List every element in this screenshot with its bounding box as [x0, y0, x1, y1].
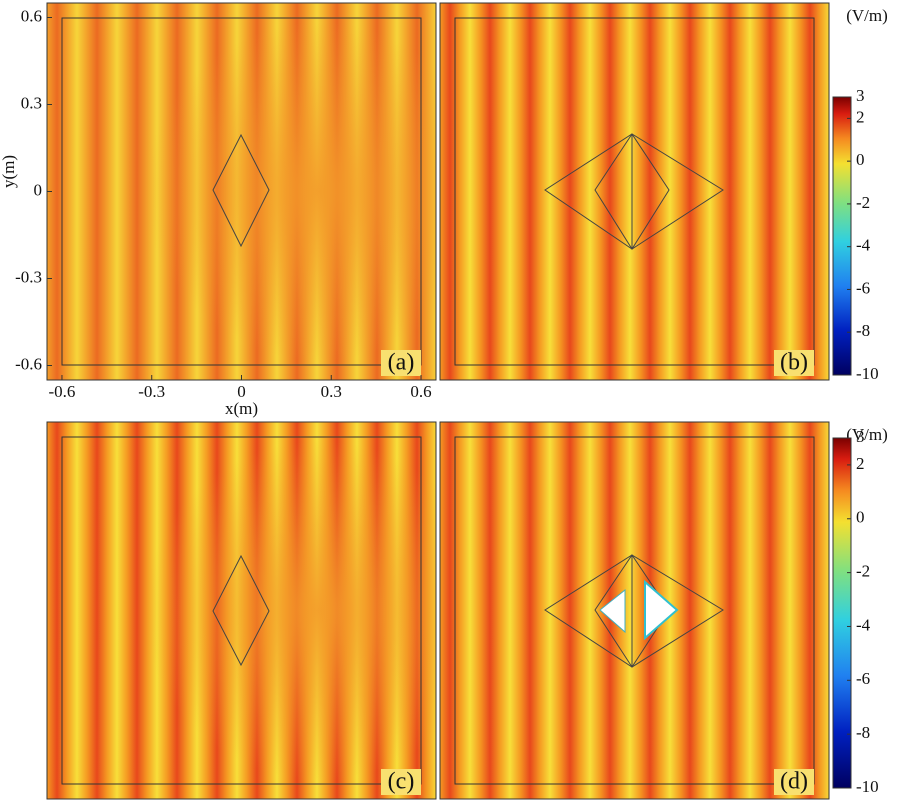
panel-label: (d) [780, 769, 808, 795]
colorbar-tick-label: -2 [856, 562, 870, 581]
panel-label: (a) [388, 350, 415, 376]
colorbar-title: (V/m) [846, 425, 888, 444]
colorbar-tick-label: -6 [856, 669, 870, 688]
x-tick-label: 0.3 [321, 382, 342, 401]
field-shadow [47, 422, 436, 799]
colorbar-tick-label: 2 [856, 454, 865, 473]
pml-border [454, 436, 815, 785]
x-tick-label: 0.6 [410, 382, 431, 401]
pml-border [61, 436, 422, 785]
colorbar-tick-label: -2 [856, 193, 870, 212]
colorbar-title: (V/m) [846, 6, 888, 25]
scatterer [212, 554, 270, 667]
field-shadow [47, 3, 436, 380]
panel [439, 421, 830, 800]
colorbar-tick-label: -4 [856, 615, 871, 634]
x-tick-label: -0.3 [138, 382, 165, 401]
colorbar-tick-label: -10 [856, 364, 879, 383]
panel [46, 2, 437, 381]
colorbar-tick-label: 2 [856, 107, 865, 126]
panel [439, 2, 830, 381]
field [440, 3, 829, 380]
y-tick-label: 0.3 [21, 93, 42, 112]
y-tick-label: 0.6 [21, 6, 42, 25]
y-axis-label: y(m) [0, 155, 18, 188]
colorbar [832, 437, 852, 789]
panel-label: (c) [388, 769, 415, 795]
pml-border [61, 17, 422, 366]
colorbar-tick-label: -8 [856, 321, 870, 340]
colorbar-tick-label: 3 [856, 427, 865, 446]
pml-border [454, 17, 815, 366]
hot-spot [644, 579, 679, 641]
x-tick-label: -0.6 [49, 382, 76, 401]
colorbar-tick-label: -4 [856, 236, 871, 255]
colorbar-tick-label: -8 [856, 723, 870, 742]
y-tick-label: 0 [34, 180, 43, 199]
colorbar-tick-label: -6 [856, 278, 870, 297]
x-tick-label: 0 [237, 382, 246, 401]
colorbar-tick-label: 3 [856, 86, 865, 105]
y-tick-label: -0.6 [15, 354, 42, 373]
colorbar-tick-label: 0 [856, 508, 865, 527]
panel-label: (b) [780, 350, 808, 376]
panel-label-box [774, 769, 814, 795]
scatterer [212, 133, 270, 248]
panel-label-box [774, 350, 814, 376]
field [440, 422, 829, 799]
colorbar-tick-label: -10 [856, 777, 879, 796]
panel-label-box [381, 350, 421, 376]
colorbar [832, 96, 852, 376]
y-tick-label: -0.3 [15, 267, 42, 286]
x-axis-label: x(m) [225, 399, 258, 418]
panel [46, 421, 437, 800]
colorbar-tick-label: 0 [856, 150, 865, 169]
panel-label-box [381, 769, 421, 795]
hot-spot [599, 588, 626, 634]
